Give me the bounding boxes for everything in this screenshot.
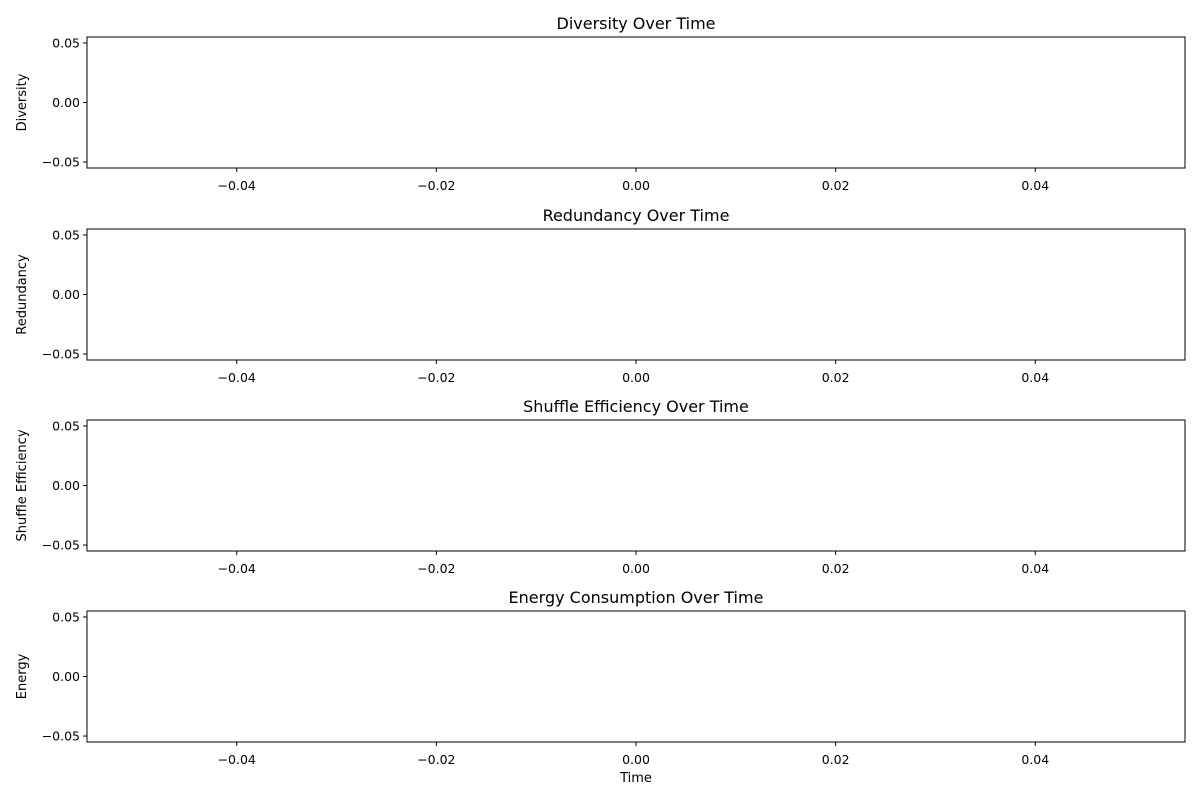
- y-tick-label: 0.00: [52, 95, 80, 110]
- chart-title: Shuffle Efficiency Over Time: [523, 397, 749, 416]
- x-tick-label: −0.04: [218, 752, 256, 767]
- plot-frame: [86, 610, 1186, 743]
- x-tick-label: −0.02: [417, 178, 455, 193]
- y-axis-label: Energy: [15, 653, 30, 699]
- y-tick-label: 0.00: [52, 478, 80, 493]
- y-tick-label: 0.00: [52, 669, 80, 684]
- x-tick-label: 0.02: [822, 178, 850, 193]
- y-tick-label: 0.05: [52, 609, 80, 624]
- y-tick-label: −0.05: [42, 538, 80, 553]
- chart-title: Energy Consumption Over Time: [509, 588, 764, 607]
- x-tick-label: 0.02: [822, 561, 850, 576]
- y-tick-label: 0.05: [52, 35, 80, 50]
- plot-frame: [86, 228, 1186, 361]
- chart-title: Diversity Over Time: [557, 14, 716, 33]
- x-axis-label: Time: [619, 771, 652, 786]
- x-tick-label: 0.00: [622, 178, 650, 193]
- x-tick-label: 0.00: [622, 370, 650, 385]
- x-tick-label: 0.00: [622, 561, 650, 576]
- x-tick-label: −0.02: [417, 752, 455, 767]
- subplot-3: Shuffle Efficiency Over Time Shuffle Effi…: [15, 397, 1186, 576]
- x-tick-label: 0.00: [622, 752, 650, 767]
- y-axis-label: Shuffle Efficiency: [15, 429, 30, 541]
- x-tick-label: 0.04: [1021, 752, 1049, 767]
- y-tick-label: −0.05: [42, 155, 80, 170]
- x-tick-label: −0.04: [218, 178, 256, 193]
- x-tick-label: 0.02: [822, 370, 850, 385]
- x-tick-label: −0.02: [417, 370, 455, 385]
- subplot-2: Redundancy Over Time Redundancy 0.05 0.00 −0…: [15, 206, 1186, 385]
- y-tick-label: −0.05: [42, 347, 80, 362]
- y-tick-label: 0.05: [52, 418, 80, 433]
- x-tick-label: −0.02: [417, 561, 455, 576]
- x-tick-label: 0.04: [1021, 561, 1049, 576]
- subplot-4: Energy Consumption Over Time Energy 0.05 0.…: [15, 588, 1186, 786]
- chart-title: Redundancy Over Time: [543, 206, 730, 225]
- y-axis-label: Diversity: [15, 73, 30, 131]
- subplot-1: Diversity Over Time Diversity 0.05 0.00 −0.0…: [15, 14, 1186, 193]
- y-tick-label: 0.00: [52, 287, 80, 302]
- plot-frame: [86, 36, 1186, 169]
- y-axis-label: Redundancy: [15, 254, 30, 335]
- x-tick-label: 0.02: [822, 752, 850, 767]
- x-tick-label: 0.04: [1021, 370, 1049, 385]
- y-tick-label: 0.05: [52, 227, 80, 242]
- x-tick-label: −0.04: [218, 370, 256, 385]
- y-tick-label: −0.05: [42, 729, 80, 744]
- x-tick-label: 0.04: [1021, 178, 1049, 193]
- x-tick-label: −0.04: [218, 561, 256, 576]
- plot-frame: [86, 419, 1186, 552]
